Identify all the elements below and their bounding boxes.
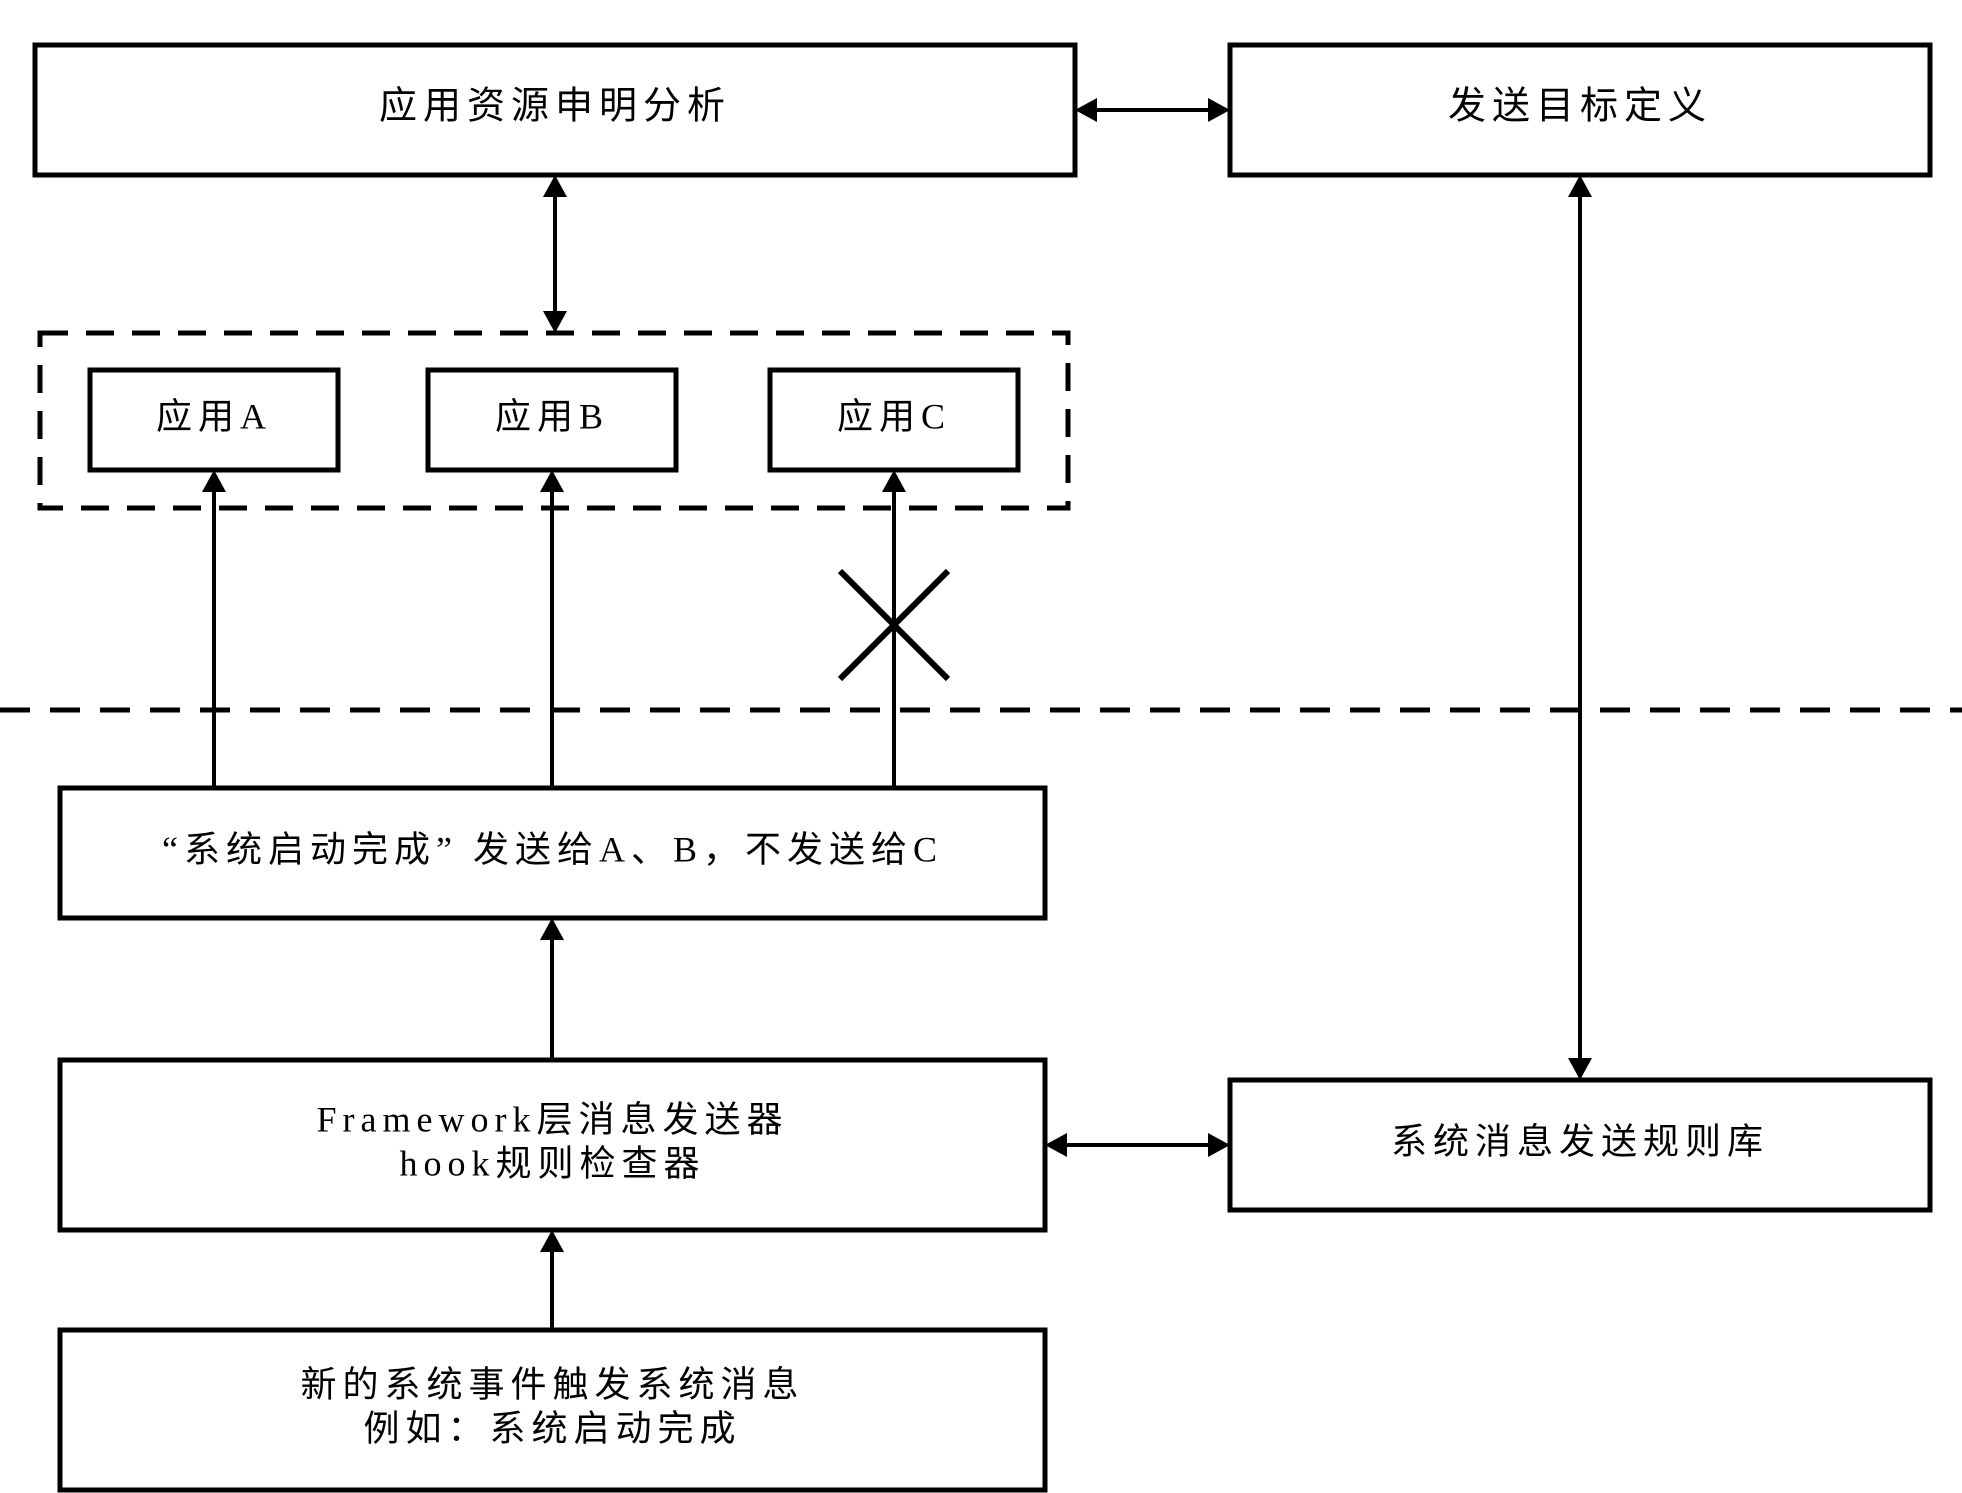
node-trigger-label-line: 例如：系统启动完成 (363, 1408, 741, 1448)
node-trigger-label-line: 新的系统事件触发系统消息 (300, 1364, 804, 1404)
node-app_a-label: 应用A (156, 396, 272, 436)
node-rules_lib-label: 系统消息发送规则库 (1391, 1121, 1769, 1161)
node-app_c-label: 应用C (837, 396, 951, 436)
node-framework-label-line: Framework层消息发送器 (317, 1099, 789, 1139)
node-target_def-label: 发送目标定义 (1448, 86, 1712, 128)
node-analysis-label: 应用资源申明分析 (379, 86, 731, 128)
node-send_rule-label: “系统启动完成” 发送给A、B，不发送给C (162, 829, 943, 869)
node-framework-label-line: hook规则检查器 (399, 1143, 705, 1183)
node-app_b-label: 应用B (495, 396, 609, 436)
